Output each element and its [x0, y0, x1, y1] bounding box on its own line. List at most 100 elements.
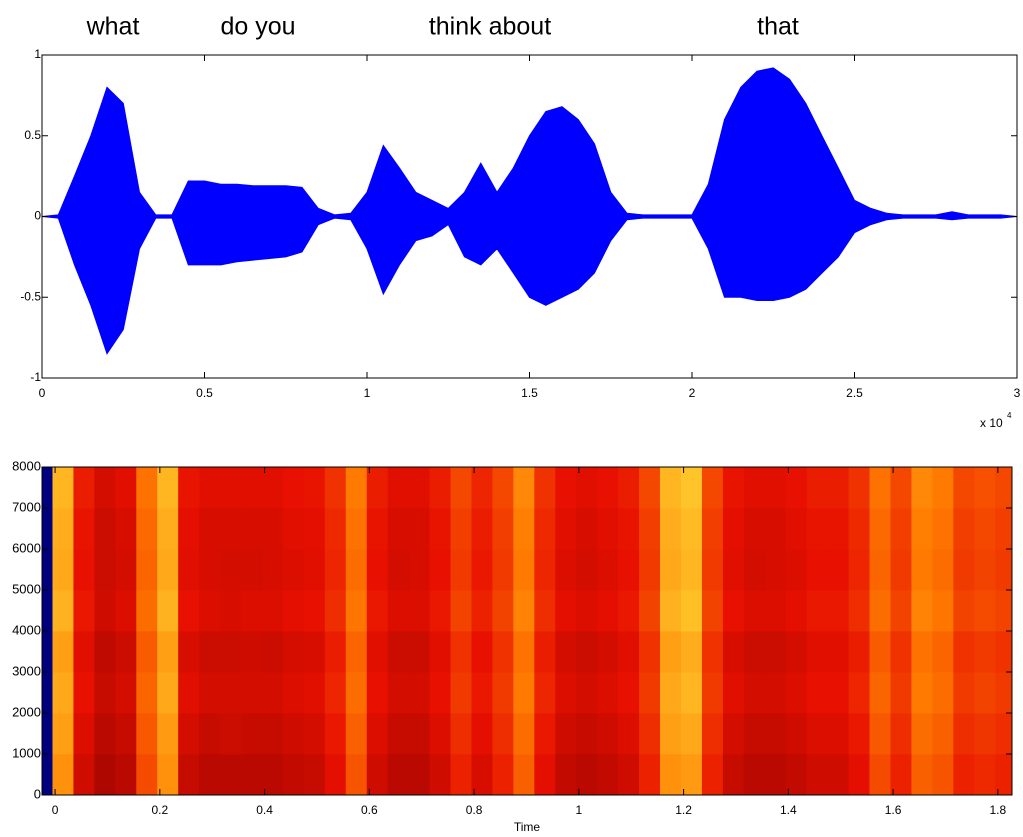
heatmap-cell [429, 590, 451, 632]
heatmap-cell [220, 672, 242, 714]
heatmap-cell [974, 631, 996, 673]
y-tick-label: 7000 [12, 499, 41, 514]
heatmap-cell [115, 713, 137, 755]
heatmap-cell [848, 631, 870, 673]
heatmap-cell [911, 754, 933, 796]
heatmap-cell [492, 672, 514, 714]
heatmap-cell [136, 508, 158, 550]
heatmap-cell [639, 713, 661, 755]
heatmap-cell [911, 590, 933, 632]
heatmap-cell [94, 590, 116, 632]
y-tick-label: 0 [34, 786, 41, 801]
heatmap-cell [555, 549, 577, 591]
heatmap-cell [513, 631, 535, 673]
heatmap-cell [345, 467, 368, 509]
heatmap-cell [680, 590, 703, 632]
heatmap-cell [555, 590, 577, 632]
heatmap-cell [764, 754, 787, 796]
heatmap-cell [241, 590, 263, 632]
heatmap-cell [890, 508, 912, 550]
heatmap-cell [597, 631, 619, 673]
heatmap-cell [827, 590, 849, 632]
heatmap-cell [303, 672, 326, 714]
heatmap-cell [220, 713, 242, 755]
heatmap-cell [94, 467, 116, 509]
heatmap-cell [785, 631, 808, 673]
heatmap-cell [974, 672, 996, 714]
heatmap-cell [324, 754, 347, 796]
heatmap-cell [743, 672, 766, 714]
heatmap-cell [660, 590, 682, 632]
heatmap-cell [282, 631, 305, 673]
heatmap-cell [555, 631, 577, 673]
heatmap-cell [806, 713, 829, 755]
heatmap-cell [52, 672, 74, 714]
y-tick-label: 0.5 [24, 128, 41, 142]
x-tick-label: 3 [1014, 386, 1021, 400]
heatmap-cell [241, 467, 263, 509]
word-label: do you [220, 13, 295, 41]
heatmap-cell [387, 508, 410, 550]
heatmap-cell [890, 754, 912, 796]
heatmap-cell [639, 549, 661, 591]
heatmap-cell [806, 467, 829, 509]
heatmap-cell [136, 672, 158, 714]
heatmap-cell [408, 754, 430, 796]
heatmap-cell [932, 508, 954, 550]
x-tick-label: 2.5 [846, 386, 863, 400]
heatmap-cell [408, 713, 430, 755]
y-tick-label: 8000 [12, 458, 41, 473]
heatmap-cell [827, 754, 849, 796]
heatmap-cell [345, 631, 368, 673]
heatmap-cell [345, 590, 368, 632]
heatmap-cell [42, 590, 53, 632]
heatmap-cell [827, 631, 849, 673]
heatmap-cell [848, 549, 870, 591]
heatmap-cell [869, 549, 891, 591]
heatmap-cell [722, 631, 745, 673]
y-tick-label: -1 [30, 370, 41, 384]
heatmap-cell [199, 508, 221, 550]
heatmap-cell [366, 590, 389, 632]
heatmap-cell [722, 590, 745, 632]
heatmap-cell [995, 631, 1013, 673]
heatmap-cell [785, 590, 808, 632]
heatmap-cell [555, 508, 577, 550]
heatmap-cell [911, 549, 933, 591]
heatmap-cell [366, 549, 389, 591]
y-tick-label: 0 [34, 209, 41, 223]
heatmap-cell [345, 508, 368, 550]
heatmap-cell [157, 467, 179, 509]
heatmap-cell [94, 713, 116, 755]
heatmap-cell [94, 672, 116, 714]
heatmap-cell [492, 549, 514, 591]
heatmap-cell [220, 754, 242, 796]
heatmap-cell [178, 467, 200, 509]
heatmap-cell [136, 590, 158, 632]
heatmap-cell [115, 508, 137, 550]
heatmap-cell [471, 590, 493, 632]
heatmap-cell [471, 467, 493, 509]
heatmap-cell [220, 549, 242, 591]
heatmap-cell [827, 549, 849, 591]
heatmap-cell [73, 508, 95, 550]
heatmap-cell [178, 713, 200, 755]
heatmap-cell [73, 631, 95, 673]
heatmap-cell [974, 590, 996, 632]
heatmap-cell [639, 590, 661, 632]
heatmap-cell [261, 713, 284, 755]
heatmap-cell [576, 508, 598, 550]
heatmap-cell [534, 590, 556, 632]
heatmap-cell [722, 467, 745, 509]
heatmap-cell [534, 467, 556, 509]
x-axis-label: Time [514, 820, 541, 834]
heatmap-cell [115, 754, 137, 796]
heatmap-cell [701, 672, 724, 714]
y-tick-label: 1000 [12, 745, 41, 760]
heatmap-cell [680, 713, 703, 755]
heatmap-cell [576, 549, 598, 591]
heatmap-cell [743, 631, 766, 673]
heatmap-cell [282, 590, 305, 632]
y-tick-label: 6000 [12, 540, 41, 555]
